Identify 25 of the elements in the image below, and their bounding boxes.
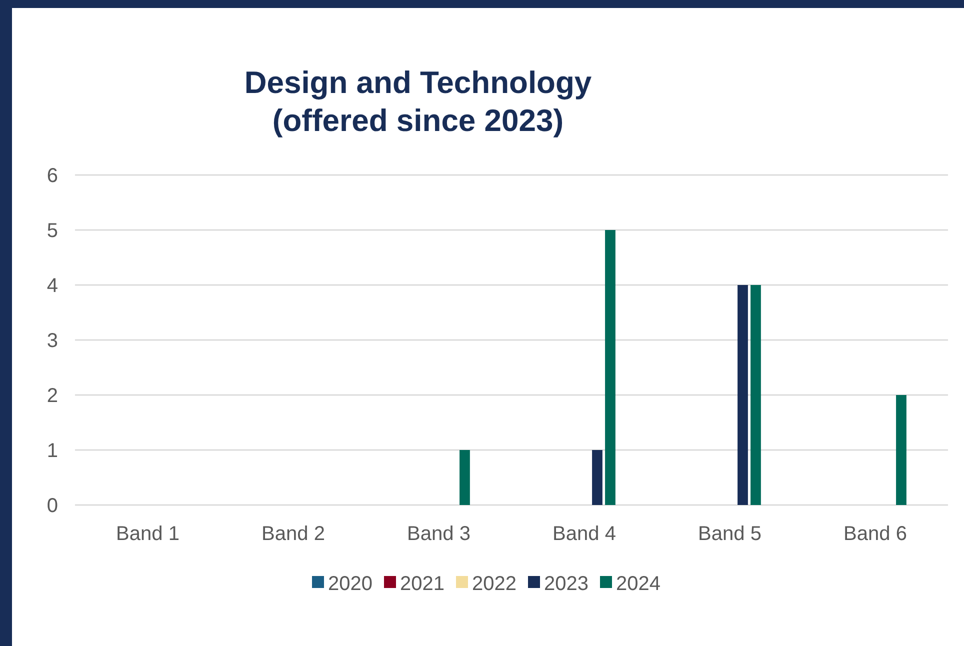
legend-label: 2024 [616,573,660,595]
chart-title: Design and Technology (offered since 2023) [244,65,592,138]
x-tick-label: Band 1 [116,523,180,545]
y-tick-label: 3 [46,330,58,352]
x-tick-label: Band 4 [552,523,616,545]
x-tick-label: Band 5 [698,523,762,545]
x-tick-label: Band 2 [262,523,325,545]
y-tick-label: 4 [46,275,58,297]
y-tick-label: 0 [46,495,58,517]
legend-label: 2020 [328,573,372,595]
legend-label: 2022 [472,573,516,595]
y-tick-label: 6 [46,165,58,187]
bar [896,395,906,505]
x-tick-label: Band 3 [407,523,470,545]
y-tick-label: 1 [46,440,58,462]
legend-label: 2023 [544,573,588,595]
bar [738,285,748,505]
bar [605,230,616,505]
x-tick-label: Band 6 [844,523,907,545]
legend-label: 2021 [400,573,444,595]
bar [592,450,602,505]
bar [750,285,761,505]
bar [460,450,470,505]
y-tick-label: 5 [46,220,58,242]
y-tick-label: 2 [46,385,58,407]
